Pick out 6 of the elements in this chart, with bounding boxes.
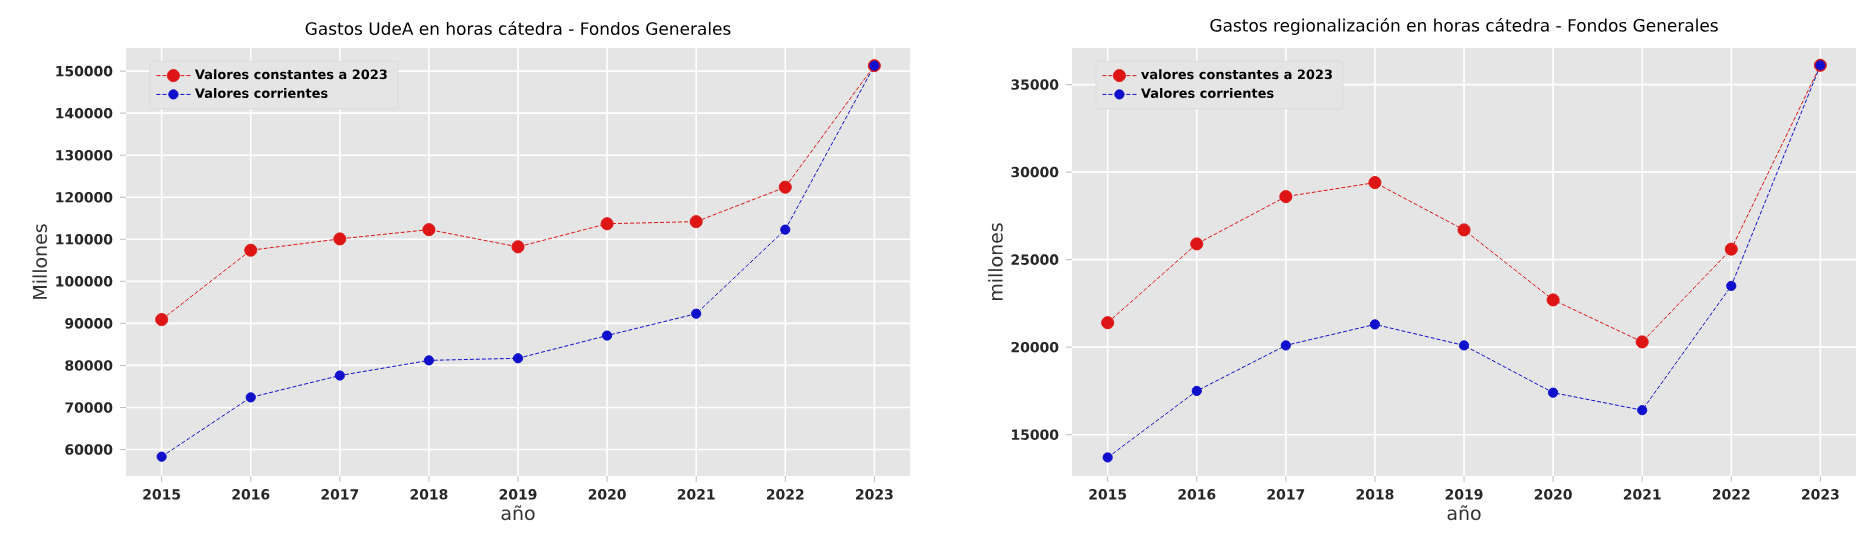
chart-title: Gastos UdeA en horas cátedra - Fondos Generales (305, 21, 731, 36)
y-axis-title: Millones (32, 224, 48, 299)
x-axis-title: año (1447, 505, 1481, 521)
x-axis-title: año (501, 505, 535, 521)
y-axis-title: millones (988, 223, 1003, 300)
chart-title: Gastos regionalización en horas cátedra - Fondos Generales (1210, 17, 1718, 36)
